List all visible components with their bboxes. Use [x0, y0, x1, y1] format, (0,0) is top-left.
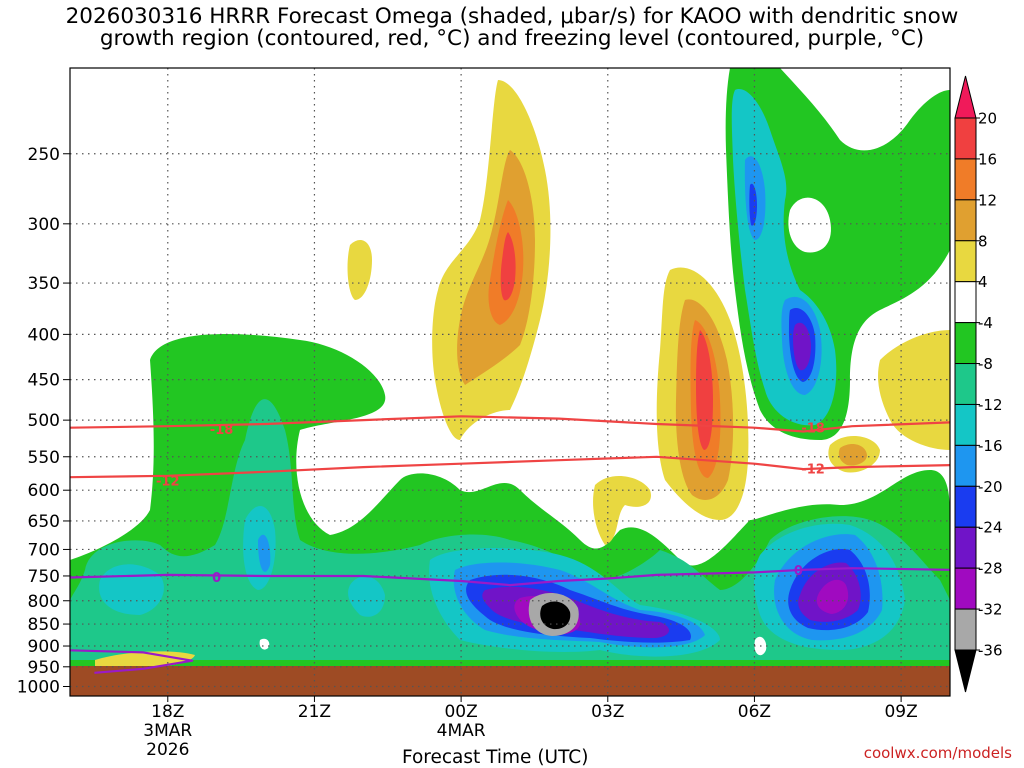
contour-lines: -18 -12 -18 -12 0 0	[70, 415, 950, 674]
contour-label: -12	[156, 474, 180, 489]
colorbar-swatch	[954, 403, 977, 446]
white-hole-upper-right	[788, 197, 831, 253]
colorbar-label: -36	[978, 642, 1003, 660]
contour-label: -18	[801, 422, 825, 437]
contour-line	[70, 415, 950, 433]
colorbar-swatch	[954, 567, 977, 610]
colorbar-swatch	[954, 158, 977, 201]
orange-right-mid	[675, 299, 867, 500]
colorbar-label: -4	[978, 314, 993, 332]
chart-title: 2026030316 HRRR Forecast Omega (shaded, …	[0, 6, 1024, 50]
plot-area: -18 -12 -18 -12 0 0	[70, 68, 950, 696]
contour-line	[70, 567, 950, 587]
x-tick-label: 18Z	[151, 702, 184, 722]
contour-label: -12	[801, 462, 825, 477]
colorbar-swatch	[954, 608, 977, 651]
colorbar-label: -16	[978, 437, 1003, 455]
contour-label: 0	[212, 571, 221, 586]
black-core	[540, 601, 571, 630]
cyan-low-band	[70, 399, 950, 660]
title-line-2: growth region (contoured, red, °C) and f…	[99, 26, 925, 51]
colorbar-top-triangle	[954, 75, 977, 119]
y-tick-label: 900	[28, 637, 60, 657]
x-tick-label: 3MAR	[143, 721, 192, 741]
title-line-1: 2026030316 HRRR Forecast Omega (shaded, …	[65, 4, 959, 29]
colorbar-swatch	[954, 485, 977, 528]
ground-surface	[70, 666, 950, 696]
y-tick-label: 650	[28, 512, 60, 532]
colorbar-swatch	[954, 240, 977, 283]
x-axis-label: Forecast Time (UTC)	[402, 747, 589, 768]
colorbar-label: 16	[978, 150, 997, 168]
colorbar-label: -8	[978, 355, 993, 373]
y-tick-label: 800	[28, 592, 60, 612]
purple-upper-right	[793, 322, 811, 371]
x-tick-label: 21Z	[298, 702, 331, 722]
y-tick-label: 600	[28, 481, 60, 501]
colorbar-swatch	[954, 363, 977, 405]
y-tick-label: 750	[28, 567, 60, 587]
colorbar-swatch	[954, 322, 977, 365]
y-tick-label: 950	[28, 658, 60, 678]
colorbar-label: -12	[978, 396, 1003, 414]
contour-line	[70, 649, 194, 674]
y-tick-label: 450	[28, 371, 60, 391]
colorbar-label: -20	[978, 478, 1003, 496]
colorbar-label: 12	[978, 191, 997, 209]
grid-lines	[70, 68, 950, 696]
red-upper-mid	[500, 232, 516, 301]
x-tick-label: 00Z	[444, 702, 477, 722]
x-tick-label: 2026	[146, 740, 189, 760]
y-tick-label: 550	[28, 448, 60, 468]
colorbar-swatch	[954, 199, 977, 242]
colorbar-swatch	[954, 117, 977, 160]
credit-text: coolwx.com/models	[863, 744, 1012, 762]
x-tick-label: 09Z	[884, 702, 917, 722]
yellow-right-mid	[95, 240, 950, 669]
contour-label: 0	[794, 564, 803, 579]
plot-frame	[69, 67, 951, 697]
colorbar-swatch	[954, 526, 977, 569]
y-tick-label: 500	[28, 411, 60, 431]
colorbar-label: -32	[978, 601, 1003, 619]
colorbar-label: 8	[978, 232, 988, 250]
colorbar: 20 16 12 8 4 -4 -8 -12 -16 -20 -24 -28 -32 -36	[954, 75, 1003, 693]
colorbar-label: 20	[978, 110, 997, 128]
x-tick-label: 4MAR	[437, 721, 486, 741]
colorbar-label: -24	[978, 519, 1003, 537]
y-tick-label: 350	[28, 274, 60, 294]
y-tick-label: 850	[28, 615, 60, 635]
colorbar-label: 4	[978, 273, 988, 291]
contour-line	[70, 455, 950, 479]
colorbar-bottom-triangle	[954, 649, 977, 693]
y-tick-label: 700	[28, 540, 60, 560]
y-tick-label: 300	[28, 215, 60, 235]
colorbar-label: -28	[978, 560, 1003, 578]
x-tick-label: 06Z	[738, 702, 771, 722]
y-tick-label: 1000	[17, 678, 60, 698]
colorbar-swatch	[954, 444, 977, 487]
y-tick-label: 250	[28, 145, 60, 165]
y-tick-label: 400	[28, 325, 60, 345]
omega-shading	[70, 68, 950, 669]
contour-label: -18	[210, 423, 234, 438]
x-tick-label: 03Z	[591, 702, 624, 722]
y-axis: 2503003504004505005506006507007508008509…	[17, 145, 70, 698]
colorbar-swatch	[954, 281, 977, 324]
